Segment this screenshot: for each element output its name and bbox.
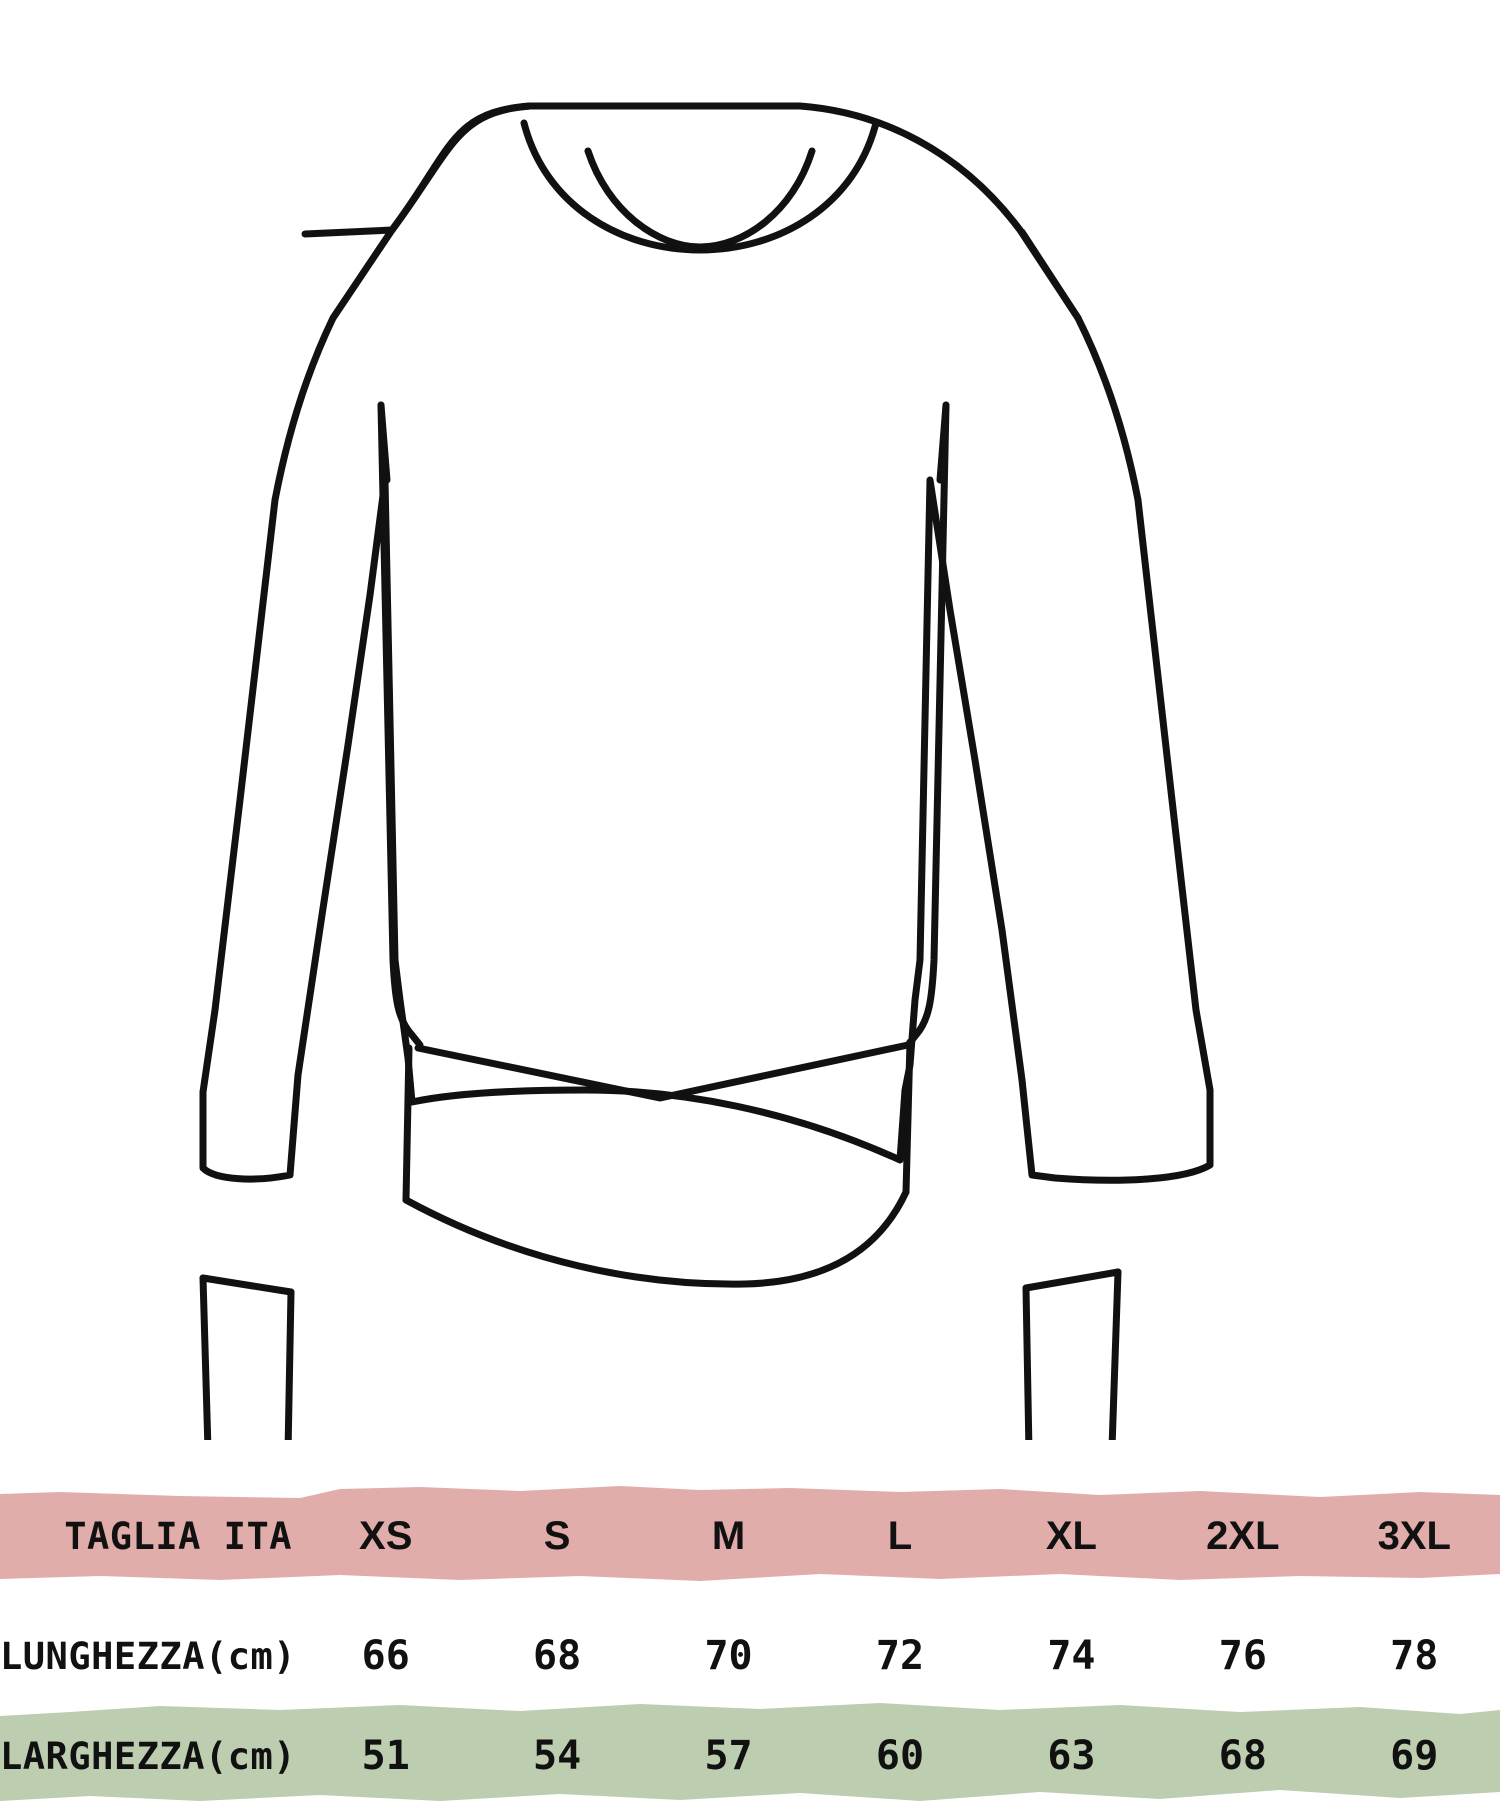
length-value-cells: 66 68 70 72 74 76 78 — [300, 1633, 1500, 1679]
neck-outer-curve — [520, 119, 880, 254]
width-value-3xl: 69 — [1390, 1733, 1439, 1779]
shoulder-line-left — [301, 102, 534, 238]
width-value-xl: 63 — [1047, 1733, 1096, 1779]
table-width-row: LARGHEZZA(cm) 51 54 57 60 63 68 69 — [0, 1708, 1500, 1804]
length-value-xs: 66 — [361, 1633, 410, 1679]
cuff-left — [199, 1274, 295, 1440]
waistband-bottom — [402, 1188, 910, 1288]
size-header-m: M — [711, 1513, 746, 1558]
cuff-line-left — [199, 1274, 295, 1296]
length-value-m: 70 — [704, 1633, 753, 1679]
length-value-s: 68 — [533, 1633, 582, 1679]
width-band-background — [0, 1702, 1500, 1806]
table-header-row: TAGLIA ITA XS S M L XL 2XL 3XL — [0, 1486, 1500, 1586]
shoulder-line-right — [1018, 228, 1082, 322]
size-header-s: S — [543, 1513, 571, 1558]
cuff-right — [1022, 1268, 1122, 1440]
garment-illustration — [199, 102, 1214, 1440]
length-value-xl: 74 — [1047, 1633, 1096, 1679]
header-band-background — [0, 1486, 1500, 1586]
size-header-xl: XL — [1045, 1513, 1097, 1558]
width-value-s: 54 — [533, 1733, 582, 1779]
length-value-3xl: 78 — [1390, 1633, 1439, 1679]
size-table: TAGLIA ITA XS S M L XL 2XL 3XL LUNGHEZZA… — [0, 1440, 1500, 1801]
body-side-seam-left — [377, 401, 424, 1049]
length-value-l: 72 — [875, 1633, 925, 1679]
header-size-cells: XS S M L XL 2XL 3XL — [300, 1514, 1500, 1559]
sweatshirt-line-drawing — [199, 102, 1214, 1440]
width-value-xs: 51 — [361, 1733, 410, 1779]
length-row-label: LUNGHEZZA(cm) — [0, 1634, 297, 1678]
length-value-2xl: 76 — [1218, 1633, 1267, 1679]
body-side-seam-right — [904, 401, 950, 1049]
size-header-3xl: 3XL — [1377, 1513, 1451, 1558]
width-value-cells: 51 54 57 60 63 68 69 — [300, 1733, 1500, 1779]
width-value-l: 60 — [875, 1733, 925, 1779]
table-length-row: LUNGHEZZA(cm) 66 68 70 72 74 76 78 — [0, 1606, 1500, 1706]
header-row-label: TAGLIA ITA — [64, 1514, 292, 1558]
neck-inner-curve-right — [696, 147, 816, 251]
size-header-l: L — [887, 1513, 913, 1558]
size-header-2xl: 2XL — [1206, 1513, 1280, 1558]
width-value-2xl: 68 — [1218, 1733, 1267, 1779]
width-value-m: 57 — [704, 1733, 753, 1779]
size-header-xs: XS — [359, 1513, 413, 1558]
width-row-label: LARGHEZZA(cm) — [0, 1734, 297, 1778]
hem-seam-top — [414, 1041, 912, 1102]
waistband-edge-right — [902, 1038, 914, 1196]
cuff-line-right — [1022, 1268, 1122, 1292]
sweatshirt-outline — [199, 102, 1214, 1184]
waistband-edge-left — [402, 1044, 413, 1204]
neck-inner-curve — [584, 147, 704, 251]
